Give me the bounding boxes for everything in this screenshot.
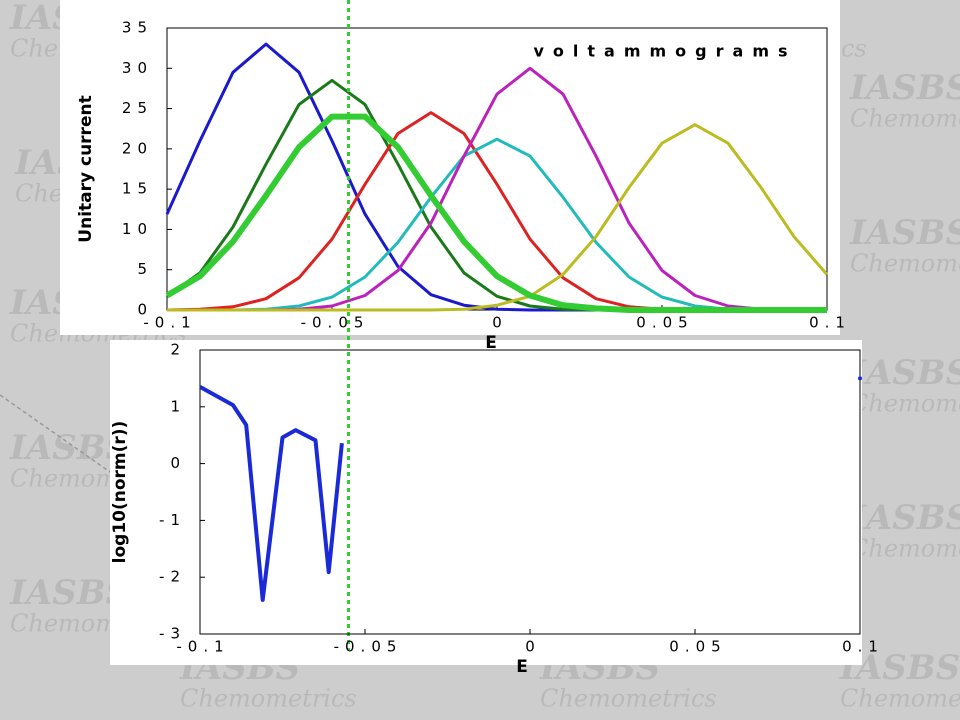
y-tick-label: 20 xyxy=(122,139,153,157)
watermark-name: Chemometrics xyxy=(180,685,357,713)
watermark-name: Chemometrics xyxy=(850,535,960,563)
watermark-logo: IASBS xyxy=(849,353,960,393)
watermark-logo: IASBS xyxy=(849,498,960,538)
watermark-logo: IASBS xyxy=(9,573,130,613)
x-tick-label: 0.05 xyxy=(669,638,726,656)
y-tick-label: 25 xyxy=(122,99,153,117)
watermark-logo: IASBS xyxy=(849,213,960,253)
y-axis-label: log10(norm(r)) xyxy=(110,421,130,564)
series-line xyxy=(167,123,829,312)
y-tick-label: 30 xyxy=(122,59,153,77)
series-line xyxy=(165,113,827,313)
watermark-name: Chemometrics xyxy=(840,685,960,713)
y-tick-label: 35 xyxy=(122,19,153,37)
chart-title: voltammograms xyxy=(533,42,796,61)
y-tick-label: -2 xyxy=(159,568,186,586)
y-tick-label: 15 xyxy=(122,180,153,198)
watermark-logo: IASBS xyxy=(9,428,130,468)
watermark-name: Chemometrics xyxy=(850,390,960,418)
x-axis-label: E xyxy=(516,657,528,677)
x-axis-label: E xyxy=(485,333,497,353)
bottom-panel xyxy=(110,340,862,665)
watermark-name: Chemometrics xyxy=(850,105,960,133)
y-tick-label: 5 xyxy=(137,260,153,278)
x-tick-label: -0.05 xyxy=(334,638,403,656)
x-tick-label: -0.1 xyxy=(176,638,229,656)
x-tick-label: -0.1 xyxy=(143,314,196,332)
y-tick-label: 1 xyxy=(170,397,186,415)
y-tick-label: 0 xyxy=(170,454,186,472)
watermark-name: Chemometrics xyxy=(540,685,717,713)
x-tick-label: 0.1 xyxy=(809,314,851,332)
x-tick-label: -0.05 xyxy=(301,314,370,332)
y-tick-label: 0 xyxy=(137,301,153,319)
watermark-name: Chemometrics xyxy=(850,250,960,278)
x-tick-label: 0 xyxy=(525,638,541,656)
x-tick-label: 0.1 xyxy=(842,638,884,656)
y-tick-label: 10 xyxy=(122,220,153,238)
watermark-logo: IASBS xyxy=(849,68,960,108)
x-tick-label: 0.05 xyxy=(636,314,693,332)
line-dot xyxy=(858,376,862,381)
y-tick-label: 2 xyxy=(170,341,186,359)
y-tick-label: -3 xyxy=(159,625,186,643)
y-tick-label: -1 xyxy=(159,511,186,529)
y-axis-label: Unitary current xyxy=(76,95,96,242)
x-tick-label: 0 xyxy=(492,314,508,332)
